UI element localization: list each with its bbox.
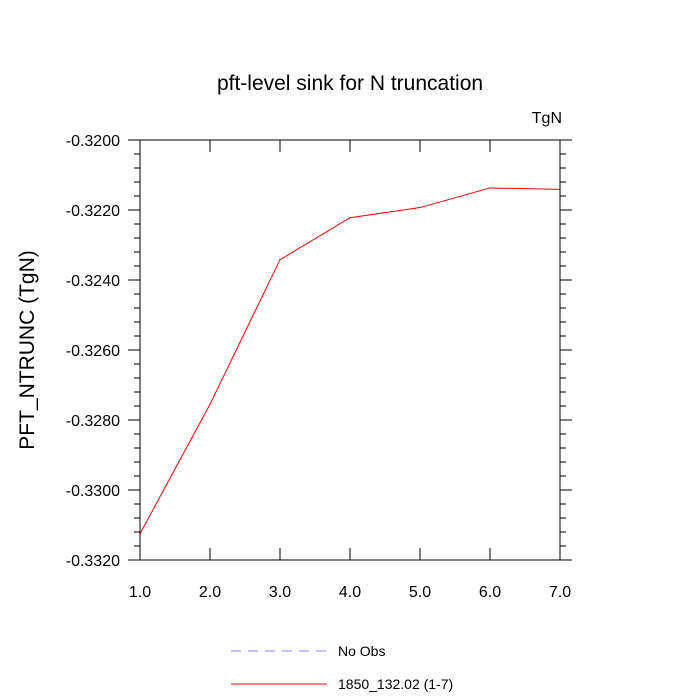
data-point (419, 206, 421, 209)
chart-title: pft-level sink for N truncation (217, 72, 483, 95)
x-tick-label: 3.0 (269, 584, 291, 601)
x-tick-label: 2.0 (199, 584, 221, 601)
x-tick-label: 5.0 (409, 584, 431, 601)
y-axis-label: PFT_NTRUNC (TgN) (16, 250, 39, 450)
data-point (489, 187, 491, 189)
y-tick-label: -0.3200 (66, 133, 120, 150)
units-label: TgN (532, 110, 562, 127)
y-tick-label: -0.3280 (66, 413, 120, 430)
data-point (279, 259, 281, 261)
x-tick-label: 6.0 (479, 584, 501, 601)
y-tick-label: -0.3220 (66, 203, 120, 220)
y-tick-label: -0.3260 (66, 343, 120, 360)
y-tick-label: -0.3240 (66, 273, 120, 290)
legend: No Obs 1850_132.02 (1-7) (231, 643, 453, 692)
series-line (139, 187, 561, 534)
plot-series (139, 187, 561, 535)
data-point (209, 403, 211, 405)
x-tick-label: 7.0 (549, 584, 571, 601)
y-tick-label: -0.3300 (66, 483, 120, 500)
legend-label: 1850_132.02 (1-7) (338, 676, 453, 692)
data-point (349, 217, 351, 219)
legend-label: No Obs (338, 643, 385, 659)
x-tick-label: 1.0 (129, 584, 151, 601)
y-tick-label: -0.3320 (66, 553, 120, 570)
plot-frame (139, 139, 561, 561)
x-tick-label: 4.0 (339, 584, 361, 601)
